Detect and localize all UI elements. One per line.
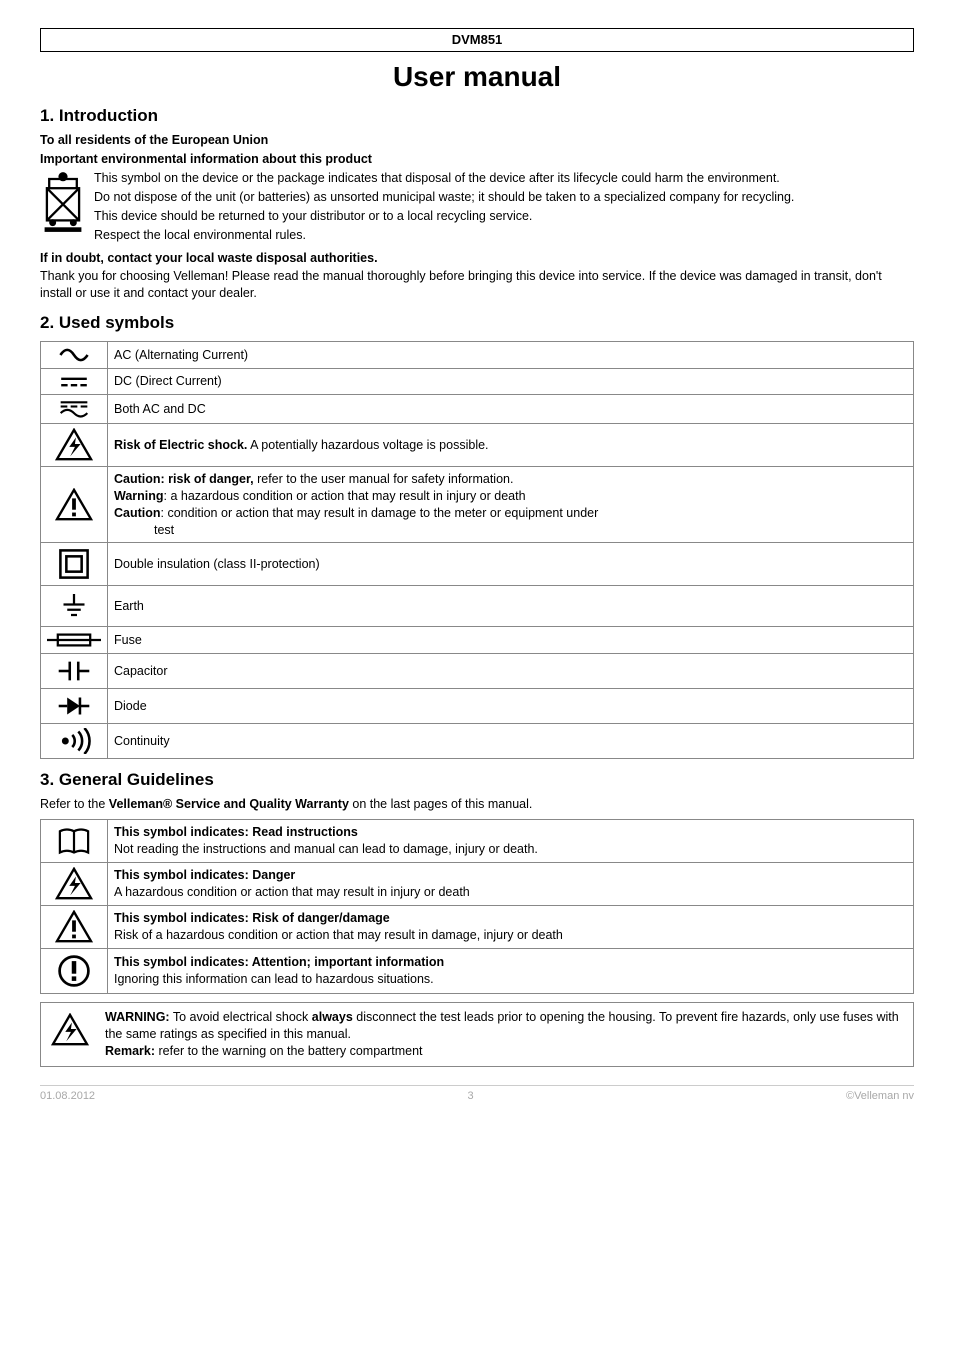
footer-page: 3 bbox=[467, 1089, 473, 1104]
warning-icon bbox=[47, 1009, 93, 1052]
intro-text: This symbol on the device or the package… bbox=[94, 170, 794, 246]
table-row: Risk of Electric shock. A potentially ha… bbox=[41, 423, 914, 466]
symbol-desc: Capacitor bbox=[108, 654, 914, 689]
symbol-desc: Diode bbox=[108, 689, 914, 724]
symbol-desc: Double insulation (class II-protection) bbox=[108, 543, 914, 586]
ac-icon bbox=[41, 342, 108, 369]
footer-date: 01.08.2012 bbox=[40, 1089, 95, 1104]
table-row: This symbol indicates: Attention; import… bbox=[41, 949, 914, 994]
earth-icon bbox=[41, 586, 108, 627]
guideline-desc: This symbol indicates: Risk of danger/da… bbox=[108, 906, 914, 949]
intro-sub2: Important environmental information abou… bbox=[40, 151, 914, 168]
intro-sub3: If in doubt, contact your local waste di… bbox=[40, 250, 914, 267]
diode-icon bbox=[41, 689, 108, 724]
symbol-desc: Fuse bbox=[108, 627, 914, 654]
guidelines-table: This symbol indicates: Read instructions… bbox=[40, 819, 914, 994]
symbol-desc: Continuity bbox=[108, 724, 914, 759]
symbols-table: AC (Alternating Current) DC (Direct Curr… bbox=[40, 341, 914, 759]
risk-icon bbox=[41, 906, 108, 949]
table-row: This symbol indicates: DangerA hazardous… bbox=[41, 863, 914, 906]
guideline-desc: This symbol indicates: Read instructions… bbox=[108, 820, 914, 863]
intro-p3: This device should be returned to your d… bbox=[94, 208, 794, 225]
symbol-desc: DC (Direct Current) bbox=[108, 369, 914, 395]
table-row: Earth bbox=[41, 586, 914, 627]
warning-text: WARNING: To avoid electrical shock alway… bbox=[105, 1009, 907, 1060]
table-row: Continuity bbox=[41, 724, 914, 759]
attention-icon bbox=[41, 949, 108, 994]
manual-icon bbox=[41, 820, 108, 863]
intro-p2: Do not dispose of the unit (or batteries… bbox=[94, 189, 794, 206]
capacitor-icon bbox=[41, 654, 108, 689]
table-row: Capacitor bbox=[41, 654, 914, 689]
table-row: Fuse bbox=[41, 627, 914, 654]
fuse-icon bbox=[41, 627, 108, 654]
guideline-desc: This symbol indicates: Attention; import… bbox=[108, 949, 914, 994]
intro-sub1: To all residents of the European Union bbox=[40, 132, 914, 149]
intro-p4: Respect the local environmental rules. bbox=[94, 227, 794, 244]
shock-icon bbox=[41, 423, 108, 466]
page-title: User manual bbox=[40, 58, 914, 96]
guidelines-intro: Refer to the Velleman® Service and Quali… bbox=[40, 796, 914, 813]
acdc-icon bbox=[41, 394, 108, 423]
section-2-heading: 2. Used symbols bbox=[40, 312, 914, 335]
double-insulation-icon bbox=[41, 543, 108, 586]
caution-icon bbox=[41, 466, 108, 543]
product-header: DVM851 bbox=[40, 28, 914, 52]
dc-icon bbox=[41, 369, 108, 395]
symbol-desc: Caution: risk of danger, refer to the us… bbox=[108, 466, 914, 543]
symbol-desc: Risk of Electric shock. A potentially ha… bbox=[108, 423, 914, 466]
section-1-heading: 1. Introduction bbox=[40, 105, 914, 128]
weee-icon bbox=[40, 172, 86, 232]
table-row: Both AC and DC bbox=[41, 394, 914, 423]
continuity-icon bbox=[41, 724, 108, 759]
symbol-desc: Both AC and DC bbox=[108, 394, 914, 423]
table-row: Double insulation (class II-protection) bbox=[41, 543, 914, 586]
table-row: This symbol indicates: Risk of danger/da… bbox=[41, 906, 914, 949]
table-row: AC (Alternating Current) bbox=[41, 342, 914, 369]
danger-icon bbox=[41, 863, 108, 906]
section-3-heading: 3. General Guidelines bbox=[40, 769, 914, 792]
intro-p1: This symbol on the device or the package… bbox=[94, 170, 794, 187]
intro-block: This symbol on the device or the package… bbox=[40, 170, 914, 246]
table-row: Caution: risk of danger, refer to the us… bbox=[41, 466, 914, 543]
symbol-desc: Earth bbox=[108, 586, 914, 627]
symbol-desc: AC (Alternating Current) bbox=[108, 342, 914, 369]
warning-box: WARNING: To avoid electrical shock alway… bbox=[40, 1002, 914, 1067]
intro-p5: Thank you for choosing Velleman! Please … bbox=[40, 268, 914, 302]
page-footer: 01.08.2012 3 ©Velleman nv bbox=[40, 1085, 914, 1104]
table-row: DC (Direct Current) bbox=[41, 369, 914, 395]
table-row: Diode bbox=[41, 689, 914, 724]
footer-copyright: ©Velleman nv bbox=[846, 1089, 914, 1104]
table-row: This symbol indicates: Read instructions… bbox=[41, 820, 914, 863]
guideline-desc: This symbol indicates: DangerA hazardous… bbox=[108, 863, 914, 906]
